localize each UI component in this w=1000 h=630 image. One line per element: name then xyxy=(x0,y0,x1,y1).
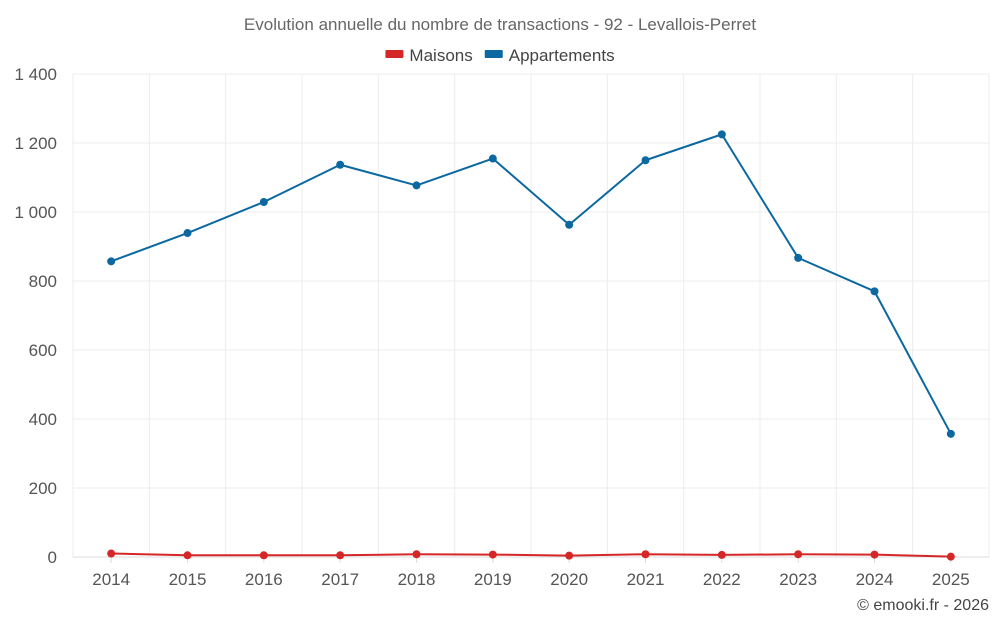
data-point-appartements[interactable] xyxy=(259,197,268,206)
chart-title: Evolution annuelle du nombre de transact… xyxy=(244,15,756,34)
legend: Maisons Appartements xyxy=(385,46,615,65)
data-point-maisons[interactable] xyxy=(107,549,116,558)
data-point-appartements[interactable] xyxy=(107,257,116,266)
data-point-maisons[interactable] xyxy=(641,550,650,559)
y-tick-label: 200 xyxy=(29,479,57,498)
series-layer xyxy=(107,130,955,561)
data-point-appartements[interactable] xyxy=(870,287,879,296)
x-tick-label: 2018 xyxy=(398,570,436,589)
data-point-appartements[interactable] xyxy=(336,160,345,169)
y-tick-label: 1 200 xyxy=(14,134,57,153)
data-point-maisons[interactable] xyxy=(183,551,192,560)
series-line-maisons xyxy=(111,552,951,558)
copyright-text: © emooki.fr - 2026 xyxy=(857,597,989,614)
x-tick-label: 2023 xyxy=(779,570,817,589)
legend-swatch-maisons xyxy=(385,50,404,58)
data-point-appartements[interactable] xyxy=(641,156,650,165)
data-point-appartements[interactable] xyxy=(412,181,421,190)
data-point-maisons[interactable] xyxy=(336,551,345,560)
data-point-appartements[interactable] xyxy=(794,253,803,262)
y-tick-label: 1 000 xyxy=(14,203,57,222)
data-point-maisons[interactable] xyxy=(488,550,497,559)
data-point-appartements[interactable] xyxy=(183,229,192,238)
axes: 0 200 400 600 800 1 000 1 200 1 400 2014 2015 2016… xyxy=(14,65,989,589)
data-point-maisons[interactable] xyxy=(946,552,955,561)
data-point-maisons[interactable] xyxy=(565,551,574,560)
data-point-maisons[interactable] xyxy=(870,550,879,559)
data-point-appartements[interactable] xyxy=(488,154,497,163)
x-tick-label: 2015 xyxy=(169,570,207,589)
x-tick-label: 2022 xyxy=(703,570,741,589)
data-point-appartements[interactable] xyxy=(717,130,726,139)
grid xyxy=(72,73,990,557)
x-tick-label: 2016 xyxy=(245,570,283,589)
series-maisons xyxy=(107,549,955,561)
y-tick-label: 400 xyxy=(29,410,57,429)
legend-item-maisons[interactable]: Maisons xyxy=(385,46,473,65)
data-point-maisons[interactable] xyxy=(794,550,803,559)
data-point-appartements[interactable] xyxy=(565,220,574,229)
legend-swatch-appartements xyxy=(484,50,503,58)
series-line-appartements xyxy=(110,133,952,435)
x-tick-label: 2021 xyxy=(627,570,665,589)
x-tick-label: 2014 xyxy=(92,570,130,589)
x-tick-label: 2025 xyxy=(932,570,970,589)
data-point-maisons[interactable] xyxy=(717,550,726,559)
legend-item-appartements[interactable]: Appartements xyxy=(484,46,615,65)
y-tick-label: 1 400 xyxy=(14,65,57,84)
series-appartements xyxy=(107,130,955,438)
x-tick-label: 2020 xyxy=(550,570,588,589)
legend-label-maisons: Maisons xyxy=(409,46,472,65)
legend-label-appartements: Appartements xyxy=(509,46,615,65)
x-tick-label: 2019 xyxy=(474,570,512,589)
y-tick-label: 800 xyxy=(29,272,57,291)
data-point-appartements[interactable] xyxy=(946,429,955,438)
x-tick-label: 2024 xyxy=(856,570,894,589)
y-tick-label: 0 xyxy=(48,548,57,567)
y-tick-label: 600 xyxy=(29,341,57,360)
data-point-maisons[interactable] xyxy=(259,551,268,560)
data-point-maisons[interactable] xyxy=(412,550,421,559)
x-tick-label: 2017 xyxy=(321,570,359,589)
